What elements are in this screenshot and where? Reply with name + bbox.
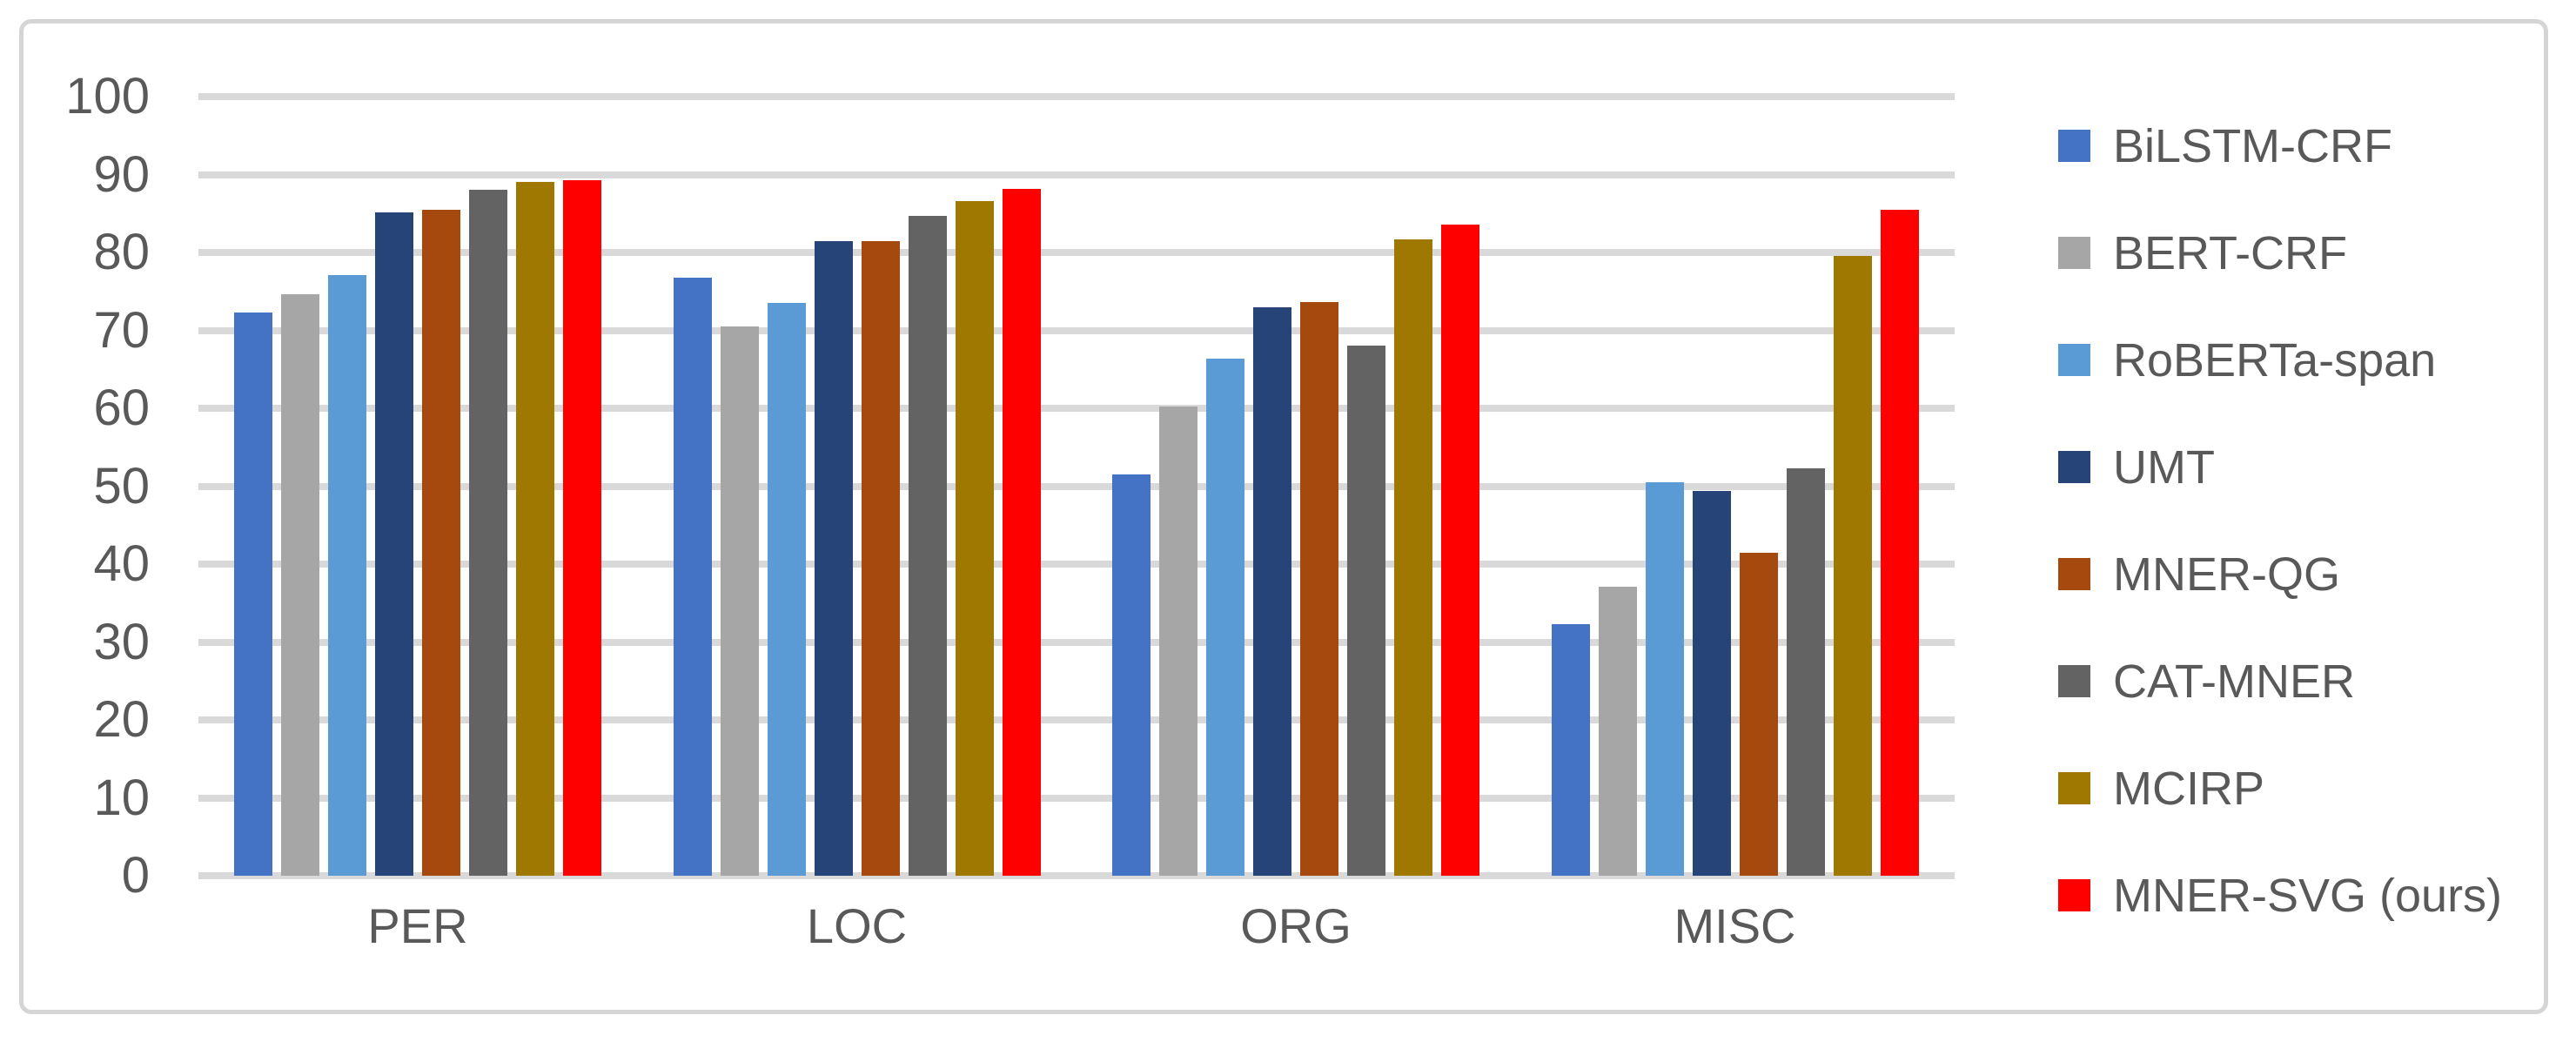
bar-bert-crf-misc [1598,586,1637,876]
bar-bilstm-crf-per [234,312,272,876]
bar-cat-mner-per [469,190,507,876]
bar-umt-org [1253,306,1291,876]
bar-mner-qg-misc [1739,553,1778,876]
bar-umt-misc [1692,490,1731,876]
y-tick-label-100: 100 [65,68,150,124]
legend-label: MNER-QG [2113,548,2340,601]
legend-label: CAT-MNER [2113,655,2355,708]
legend-swatch-icon [2058,772,2090,804]
gridline-80 [198,249,1955,256]
bar-group-org [1112,224,1479,876]
gridline-20 [198,716,1955,723]
y-tick-label-0: 0 [121,847,150,904]
bar-umt-per [375,212,413,876]
y-tick-label-40: 40 [93,535,150,592]
category-label-org: ORG [1240,898,1352,953]
legend-label: BiLSTM-CRF [2113,119,2392,172]
y-tick-label-30: 30 [93,613,150,670]
legend-swatch-icon [2058,130,2090,162]
bar-cat-mner-org [1347,345,1385,876]
gridline-100 [198,93,1955,100]
y-tick-label-20: 20 [93,691,150,748]
bar-mner-svg-ours-per [563,179,601,876]
gridline-70 [198,326,1955,334]
gridline-90 [198,171,1955,178]
legend-label: BERT-CRF [2113,226,2348,279]
legend-swatch-icon [2058,879,2090,911]
bar-mner-qg-org [1300,302,1338,876]
legend-swatch-icon [2058,665,2090,697]
bar-umt-loc [814,240,853,876]
legend-label: MCIRP [2113,762,2264,815]
legend-label: MNER-SVG (ours) [2113,869,2503,922]
legend-label: UMT [2113,440,2215,494]
bar-roberta-span-per [328,274,366,876]
bar-mcirp-org [1394,239,1432,876]
legend-entry-mner-svg-ours: MNER-SVG (ours) [2058,842,2546,949]
bar-bert-crf-loc [720,326,759,876]
gridline-50 [198,482,1955,490]
bar-bert-crf-org [1159,407,1197,876]
y-tick-label-80: 80 [93,224,150,280]
category-label-per: PER [367,898,468,953]
bar-bilstm-crf-org [1112,474,1150,876]
legend-swatch-icon [2058,451,2090,483]
bar-mner-svg-ours-loc [1002,188,1041,876]
legend: BiLSTM-CRF BERT-CRF RoBERTa-span UMT MNER-QG… [2058,92,2546,949]
y-tick-label-70: 70 [93,301,150,359]
legend-swatch-icon [2058,237,2090,269]
legend-entry-umt: UMT [2058,413,2546,521]
bar-cat-mner-misc [1786,467,1825,876]
legend-label: RoBERTa-span [2113,333,2437,387]
bar-bilstm-crf-loc [673,277,712,876]
bar-bert-crf-per [281,294,319,876]
bar-group-loc [673,188,1041,876]
legend-entry-roberta-span: RoBERTa-span [2058,306,2546,413]
legend-entry-bilstm-crf: BiLSTM-CRF [2058,92,2546,199]
category-label-misc: MISC [1674,898,1796,953]
legend-swatch-icon [2058,558,2090,590]
legend-entry-mner-qg: MNER-QG [2058,521,2546,628]
bar-mcirp-per [516,181,554,876]
y-tick-label-60: 60 [93,380,150,436]
bar-mner-qg-loc [861,241,900,876]
bar-roberta-span-loc [767,303,806,876]
bar-mcirp-misc [1833,256,1872,876]
bar-mner-qg-per [422,209,460,876]
category-label-loc: LOC [806,898,908,953]
y-tick-label-10: 10 [93,769,150,826]
bar-roberta-span-org [1206,358,1244,876]
gridline-10 [198,794,1955,802]
legend-entry-bert-crf: BERT-CRF [2058,199,2546,306]
bar-mner-svg-ours-misc [1880,209,1919,876]
gridline-40 [198,561,1955,568]
legend-entry-cat-mner: CAT-MNER [2058,628,2546,735]
bar-cat-mner-loc [908,215,947,876]
bar-mner-svg-ours-org [1441,224,1479,876]
plot-area [198,93,1955,879]
bar-roberta-span-misc [1645,482,1684,876]
bar-group-per [234,179,601,876]
y-tick-label-50: 50 [93,457,150,514]
gridline-60 [198,405,1955,412]
bar-mcirp-loc [955,200,994,876]
legend-swatch-icon [2058,344,2090,376]
bar-group-misc [1551,209,1919,876]
legend-entry-mcirp: MCIRP [2058,735,2546,842]
y-tick-label-90: 90 [93,145,150,203]
gridline-30 [198,638,1955,646]
bar-bilstm-crf-misc [1551,623,1590,876]
x-axis-baseline [198,872,1955,879]
